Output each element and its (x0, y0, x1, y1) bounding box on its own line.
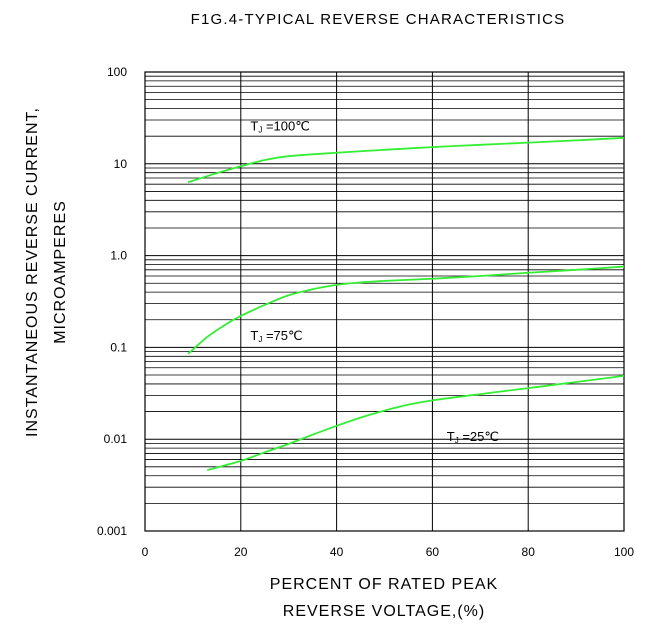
x-tick-label: 100 (614, 545, 634, 559)
series-labels: TJ =100℃ TJ =75℃ TJ =25℃ (250, 119, 499, 446)
x-axis-title-line2: REVERSE VOLTAGE,(%) (283, 603, 485, 620)
x-tick-label: 60 (426, 545, 440, 559)
series-lines (187, 136, 625, 472)
grid (144, 71, 625, 532)
y-tick-label: 0.001 (97, 524, 127, 538)
series-label-1: TJ =100℃ (250, 119, 309, 135)
series-label-3: TJ =25℃ (447, 429, 499, 445)
series-line-2 (187, 265, 625, 355)
y-tick-label: 100 (107, 65, 127, 79)
y-tick-label: 0.01 (104, 432, 128, 446)
x-axis-title-line1: PERCENT OF RATED PEAK (270, 576, 498, 593)
x-tick-label: 80 (522, 545, 536, 559)
y-axis-title-line2: MICROAMPERES (52, 200, 69, 344)
tick-labels: 0 20 40 60 80 100 0.001 0.01 0.1 1.0 10 100 (97, 65, 634, 559)
series-label-2: TJ =75℃ (250, 328, 302, 344)
series-line-3 (207, 374, 625, 472)
series-line-1 (187, 136, 625, 184)
y-axis-title-line1: INSTANTANEOUS REVERSE CURRENT, (24, 107, 41, 437)
x-tick-label: 40 (330, 545, 344, 559)
y-tick-label: 10 (114, 157, 128, 171)
plot-frame (144, 71, 625, 532)
x-tick-label: 0 (142, 545, 149, 559)
x-tick-label: 20 (234, 545, 248, 559)
y-tick-label: 0.1 (110, 340, 127, 354)
chart-title: F1G.4-TYPICAL REVERSE CHARACTERISTICS (191, 11, 566, 28)
y-tick-label: 1.0 (110, 249, 127, 263)
